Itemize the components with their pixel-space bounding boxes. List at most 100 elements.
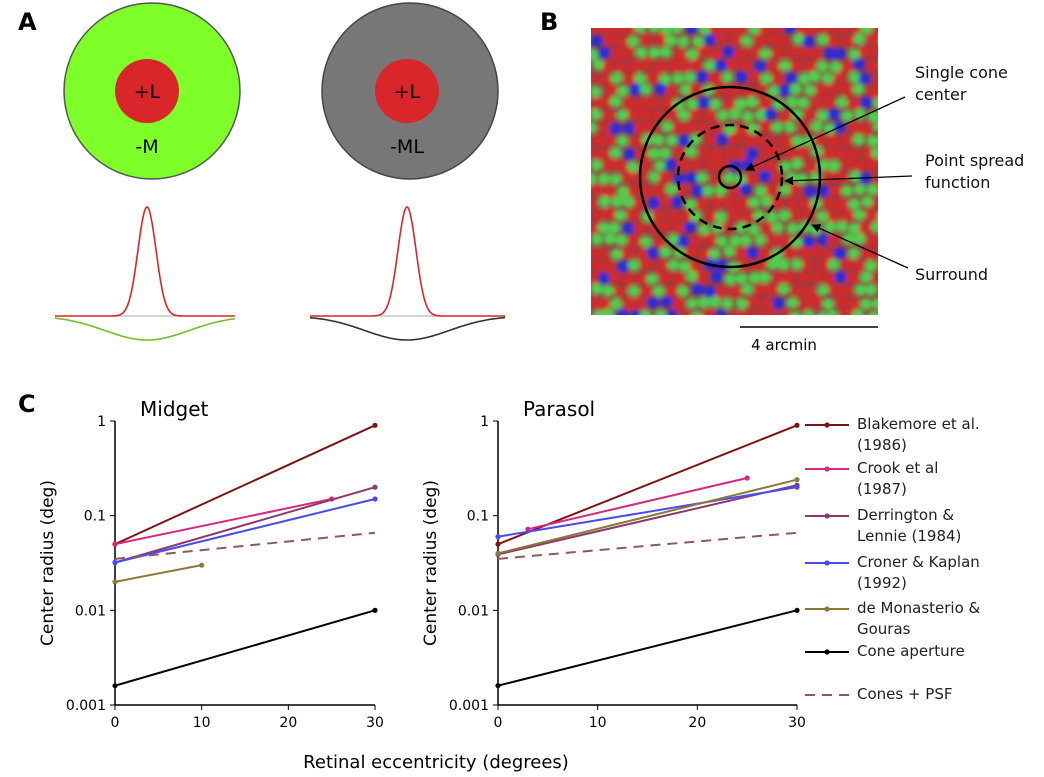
cone [598, 28, 611, 35]
cone [698, 147, 711, 160]
cone [661, 98, 674, 111]
cone [629, 135, 642, 148]
cone [785, 72, 798, 85]
cone [761, 297, 774, 310]
cone [828, 159, 841, 172]
cone [778, 234, 791, 247]
cone [615, 233, 628, 246]
cone [640, 58, 653, 71]
cone [739, 58, 752, 71]
cone [734, 28, 747, 36]
cone [834, 270, 847, 283]
cone [654, 260, 667, 273]
cone [779, 110, 792, 123]
cone [847, 97, 860, 110]
cone [639, 160, 652, 173]
cone [865, 259, 878, 272]
cone [660, 296, 673, 309]
x-tick-label: 20 [279, 715, 297, 731]
y-tick-label: 0.001 [449, 698, 489, 714]
cone [672, 298, 685, 311]
cone [872, 272, 878, 285]
cone [779, 309, 792, 315]
cone [860, 123, 873, 136]
cone [678, 158, 691, 171]
data-point [112, 541, 118, 547]
arrow [784, 175, 913, 186]
cone [722, 172, 735, 185]
cone [777, 283, 790, 296]
cone [746, 96, 759, 109]
cone [835, 28, 848, 35]
cone [848, 197, 861, 210]
cone [735, 246, 748, 259]
cone [871, 146, 878, 159]
cone [591, 272, 598, 285]
cone [802, 235, 815, 248]
cone [728, 133, 741, 146]
cone [672, 72, 685, 85]
cone [854, 108, 867, 121]
x-tick-label: 0 [494, 715, 503, 731]
cone [684, 198, 697, 211]
cone [841, 258, 854, 271]
cone [852, 83, 865, 96]
cone [639, 309, 652, 315]
cone [692, 283, 705, 296]
cone [847, 247, 860, 260]
cone [853, 208, 866, 221]
cone [591, 97, 599, 110]
cone [591, 208, 604, 221]
cone [661, 120, 674, 133]
cone [698, 28, 711, 36]
cone [603, 185, 616, 198]
cone [764, 135, 777, 148]
cone [810, 120, 823, 133]
cone [591, 135, 604, 148]
cone [654, 60, 667, 73]
cone [827, 210, 840, 223]
cone [827, 134, 840, 147]
series-line [114, 498, 332, 546]
cone [871, 220, 878, 233]
data-point [495, 683, 501, 689]
data-point [199, 562, 205, 568]
cone [677, 59, 690, 72]
cone [685, 172, 698, 185]
annotation: Single cone center [915, 63, 1008, 104]
cone [741, 134, 754, 147]
cone [865, 283, 878, 296]
cone [835, 96, 848, 109]
cone [652, 134, 665, 147]
cone [639, 184, 652, 197]
cone [623, 72, 636, 85]
cone [709, 28, 722, 36]
cone [761, 222, 774, 235]
cone [879, 84, 891, 96]
profile-curve [310, 206, 505, 317]
cone [659, 73, 672, 86]
data-point [525, 526, 531, 532]
cone [629, 60, 642, 73]
cone [659, 28, 672, 36]
cone [697, 45, 710, 58]
cone [827, 309, 840, 315]
legend-entry: Blakemore et al. (1986) [857, 415, 980, 454]
cone [617, 185, 630, 198]
legend-marker [824, 466, 830, 472]
cone [765, 283, 778, 296]
cone [848, 222, 861, 235]
cone [853, 33, 866, 46]
cone [652, 285, 665, 298]
cone [715, 33, 728, 46]
cone [784, 146, 797, 159]
cone [667, 258, 680, 271]
cone [758, 271, 771, 284]
cone [765, 210, 778, 223]
cone [728, 285, 741, 298]
cone [821, 248, 834, 261]
cone [796, 173, 809, 186]
cone [747, 70, 760, 83]
